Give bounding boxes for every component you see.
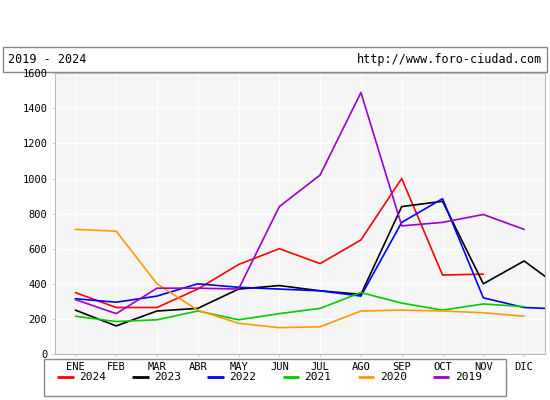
Text: http://www.foro-ciudad.com: http://www.foro-ciudad.com bbox=[356, 53, 542, 66]
Text: 2022: 2022 bbox=[229, 372, 256, 382]
Text: 2021: 2021 bbox=[305, 372, 332, 382]
Text: 2023: 2023 bbox=[154, 372, 181, 382]
Text: Evolucion Nº Turistas Extranjeros en el municipio de Santa Olalla del Cala: Evolucion Nº Turistas Extranjeros en el … bbox=[39, 16, 511, 30]
FancyBboxPatch shape bbox=[44, 358, 506, 396]
Text: 2024: 2024 bbox=[79, 372, 106, 382]
Text: 2020: 2020 bbox=[379, 372, 406, 382]
Text: 2019 - 2024: 2019 - 2024 bbox=[8, 53, 87, 66]
Text: 2019: 2019 bbox=[455, 372, 482, 382]
